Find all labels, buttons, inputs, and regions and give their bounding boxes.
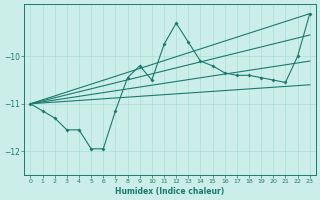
X-axis label: Humidex (Indice chaleur): Humidex (Indice chaleur) (116, 187, 225, 196)
